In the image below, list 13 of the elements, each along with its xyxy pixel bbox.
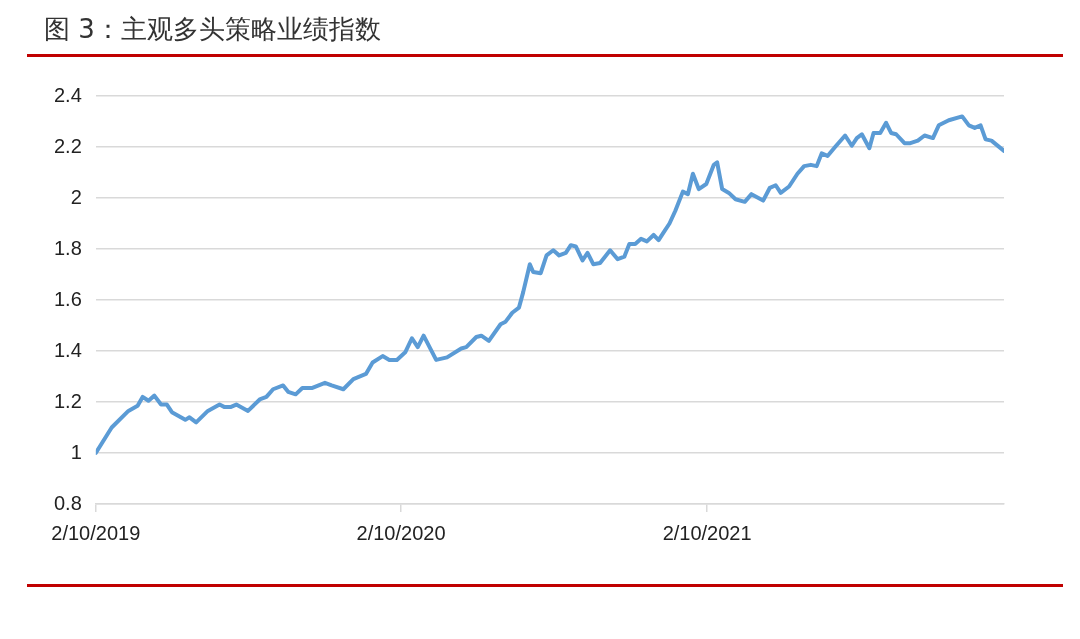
y-tick-label: 2.4 — [53, 83, 82, 106]
x-tick-label: 2/10/2019 — [51, 521, 141, 544]
y-tick-label: 0.8 — [53, 491, 82, 514]
y-tick-label: 2.2 — [53, 134, 82, 157]
x-tick-label: 2/10/2020 — [356, 521, 446, 544]
y-tick-label: 2 — [70, 185, 82, 208]
chart-title: 图 3：主观多头策略业绩指数 — [44, 13, 381, 46]
y-tick-label: 1.6 — [53, 287, 82, 310]
y-tick-label: 1.4 — [53, 338, 82, 361]
y-tick-label: 1.2 — [53, 389, 82, 412]
x-tick-label: 2/10/2021 — [662, 521, 752, 544]
y-tick-label: 1.8 — [53, 236, 82, 259]
y-tick-label: 1 — [70, 440, 82, 463]
